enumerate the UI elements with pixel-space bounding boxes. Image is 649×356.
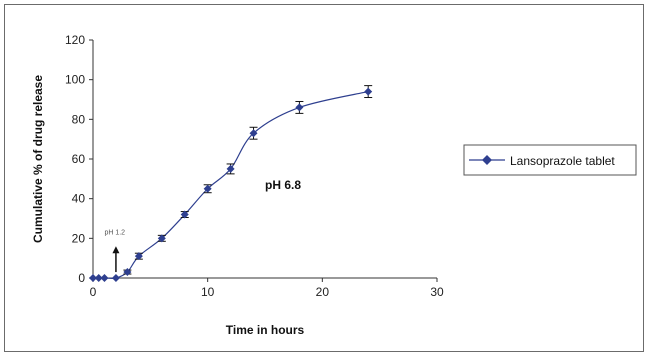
y-axis-title: Cumulative % of drug release	[31, 75, 45, 243]
data-point	[157, 234, 166, 243]
data-point	[111, 274, 120, 282]
data-point	[100, 274, 109, 282]
annotation-layer: pH 6.8 pH 1.2	[104, 178, 301, 273]
data-point	[203, 184, 212, 193]
line-chart: 0 20 40 60 80 100 120 0 10 20 30 Time in hours Cu…	[31, 33, 637, 337]
data-point	[94, 274, 103, 282]
series-line	[93, 90, 369, 280]
annotation-label: pH 1.2	[104, 229, 125, 236]
y-tick-label: 120	[65, 33, 85, 47]
legend: Lansoprazole tablet	[463, 144, 637, 176]
y-tick-label: 100	[65, 73, 85, 87]
data-point	[134, 252, 143, 261]
x-tick-label: 10	[201, 285, 215, 299]
x-tick-group: 0 10 20 30	[90, 278, 444, 299]
data-point	[226, 164, 235, 173]
y-tick-label: 60	[72, 152, 86, 166]
data-point	[364, 87, 373, 96]
y-tick-label: 0	[78, 271, 85, 285]
x-tick-label: 30	[430, 285, 444, 299]
y-tick-label: 40	[72, 192, 86, 206]
arrow-head	[112, 246, 120, 254]
series-layer	[89, 85, 373, 282]
chart-frame: 0 20 40 60 80 100 120 0 10 20 30 Time in hours Cu…	[4, 4, 644, 352]
y-tick-label: 20	[72, 231, 86, 245]
y-tick-group: 0 20 40 60 80 100 120	[65, 33, 93, 285]
data-point	[89, 274, 97, 282]
data-point	[123, 268, 132, 277]
legend-marker	[482, 155, 492, 165]
data-point	[180, 210, 189, 219]
y-tick-label: 80	[72, 112, 86, 126]
x-tick-label: 20	[316, 285, 330, 299]
data-point	[295, 103, 304, 112]
x-tick-label: 0	[90, 285, 97, 299]
x-axis-title: Time in hours	[226, 323, 305, 337]
data-point	[249, 129, 258, 138]
annotation-label: pH 6.8	[265, 178, 301, 192]
legend-label: Lansoprazole tablet	[510, 154, 615, 168]
